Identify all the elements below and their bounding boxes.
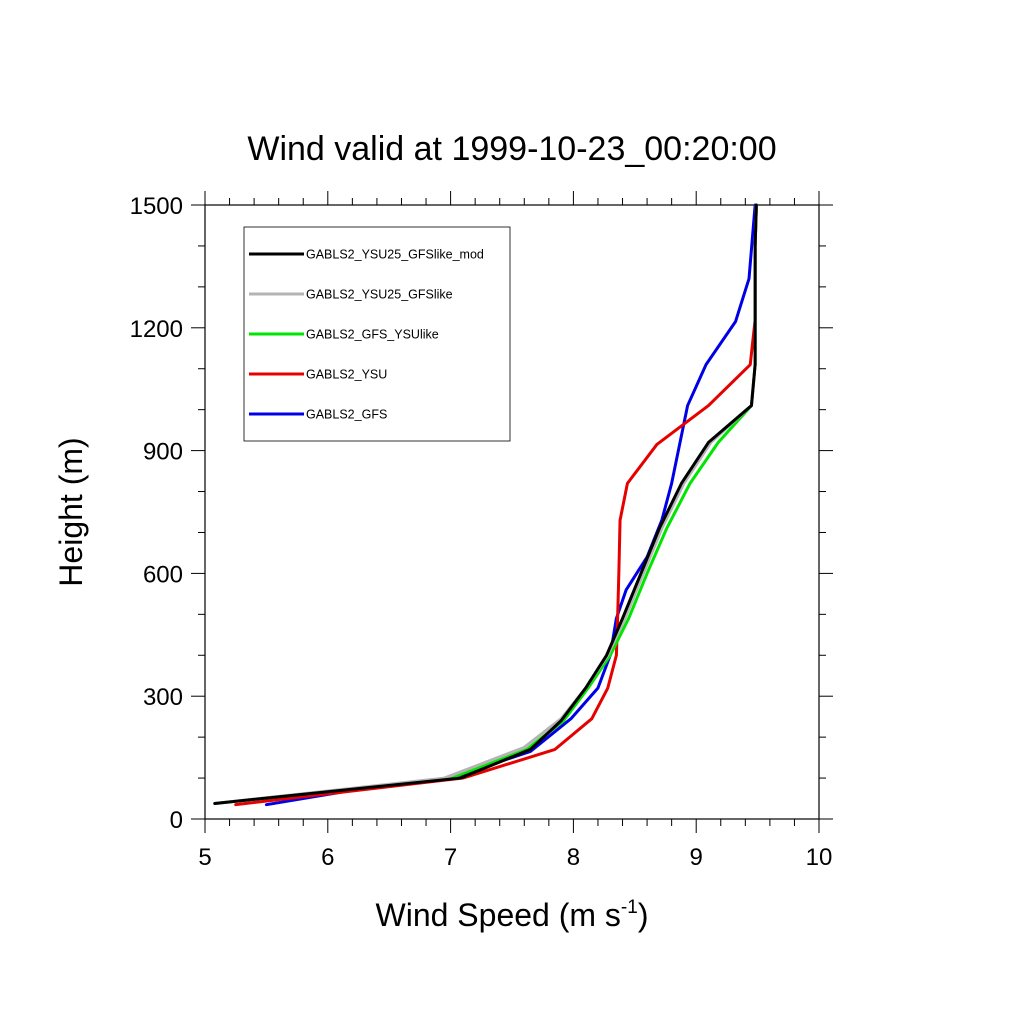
x-tick-label: 8: [567, 844, 580, 871]
y-tick-label: 0: [170, 807, 183, 834]
plot-area: [191, 191, 833, 833]
x-tick-labels: 5 6 7 8 9 10: [198, 844, 832, 871]
x-tick-label: 6: [321, 844, 334, 871]
x-tick-label: 7: [444, 844, 457, 871]
legend-label: GABLS2_GFS: [306, 408, 387, 422]
x-tick-label: 9: [690, 844, 703, 871]
series-group: [213, 203, 758, 807]
y-tick-label: 600: [143, 561, 183, 588]
legend-label: GABLS2_GFS_YSUlike: [306, 328, 439, 342]
x-axis-label-main: Wind Speed (m s: [376, 897, 621, 933]
legend: GABLS2_YSU25_GFSlike_mod GABLS2_YSU25_GFS…: [243, 226, 511, 442]
y-tick-label: 1500: [130, 193, 183, 220]
x-axis-label-superscript: -1: [621, 897, 638, 918]
legend-label: GABLS2_YSU25_GFSlike: [306, 288, 453, 302]
x-axis-label-suffix: ): [638, 897, 649, 933]
chart-title: Wind valid at 1999-10-23_00:20:00: [247, 130, 776, 168]
legend-label: GABLS2_YSU: [306, 368, 387, 382]
y-axis-label: Height (m): [53, 437, 89, 586]
x-axis-label: Wind Speed (m s-1): [376, 897, 649, 933]
legend-label: GABLS2_YSU25_GFSlike_mod: [306, 248, 484, 262]
y-tick-label: 300: [143, 684, 183, 711]
y-tick-label: 900: [143, 439, 183, 466]
series-line-gabls2-ysu: [234, 203, 758, 807]
series-line-gabls2-ysu25-gfslike-mod: [213, 203, 758, 805]
x-tick-label: 10: [806, 844, 833, 871]
x-tick-label: 5: [198, 844, 211, 871]
plot-frame: [204, 204, 820, 820]
axis-ticks: [191, 191, 833, 833]
y-tick-label: 1200: [130, 316, 183, 343]
y-tick-labels: 0 300 600 900 1200 1500: [130, 193, 183, 834]
